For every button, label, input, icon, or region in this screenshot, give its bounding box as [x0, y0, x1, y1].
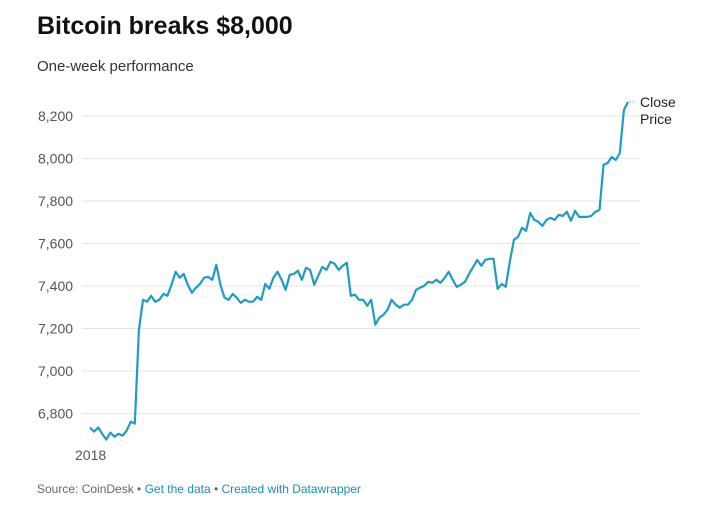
chart-title: Bitcoin breaks $8,000 [37, 12, 293, 40]
y-tick-label: 8,000 [38, 151, 73, 167]
x-tick-label: 2018 [75, 447, 106, 463]
chart-subtitle: One-week performance [37, 58, 194, 75]
y-tick-label: 6,800 [38, 406, 73, 422]
line-chart: 6,800 7,000 7,200 7,400 7,600 7,800 8,000 8,200… [38, 94, 676, 463]
y-tick-label: 7,400 [38, 278, 73, 294]
datawrapper-link[interactable]: Created with Datawrapper [221, 482, 361, 496]
separator: • [133, 482, 145, 496]
y-tick-label: 8,200 [38, 108, 73, 124]
y-tick-label: 7,600 [38, 236, 73, 252]
separator: • [210, 482, 222, 496]
series-line-close-price [89, 101, 629, 441]
y-tick-label: 7,200 [38, 321, 73, 337]
get-data-link[interactable]: Get the data [144, 482, 211, 496]
y-tick-label: 7,000 [38, 363, 73, 379]
y-tick-label: 7,800 [38, 193, 73, 209]
footer: Source: CoinDesk • Get the data • Create… [37, 482, 361, 496]
series-label: Close [640, 94, 676, 110]
source-text: Source: CoinDesk [37, 482, 134, 496]
series-label: Price [640, 111, 672, 127]
